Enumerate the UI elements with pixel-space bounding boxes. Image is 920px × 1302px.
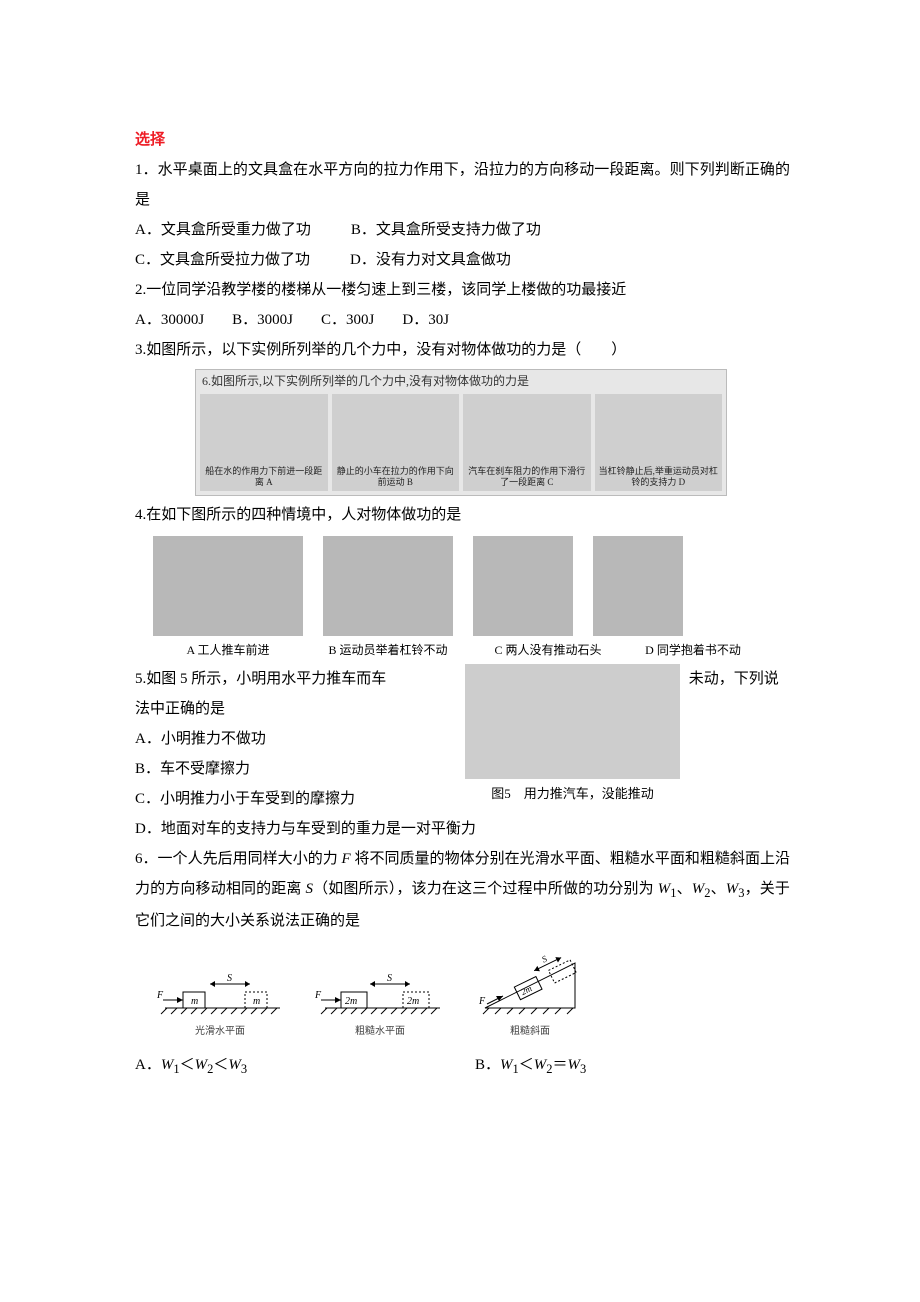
q3-figure-strip: 6.如图所示,以下实例所列举的几个力中,没有对物体做功的力是 船在水的作用力下前… [195,369,727,496]
q5-stem-line1: 5.如图 5 所示，小明用水平力推车而车 未动，下列说 [135,664,790,694]
q6-stem-a: 6．一个人先后用同样大小的力 [135,851,342,867]
q3-cell-d: 当杠铃静止后,举重运动员对杠铃的支持力 D [595,394,723,491]
q4-cap-b: B 运动员举着杠铃不动 [323,638,453,662]
q6-diag-3: 2m S F 粗糙斜面 [475,948,585,1042]
q5-stem-right: 未动，下列说 [689,664,779,694]
q6-svg-2: 2m 2m F S [315,968,445,1018]
q6-diag-cap1: 光滑水平面 [195,1026,245,1037]
q5-opt-b: B．车不受摩擦力 [135,754,790,784]
svg-text:2m: 2m [345,996,357,1007]
svg-text:S: S [227,973,232,984]
q6-diag-cap2: 粗糙水平面 [355,1026,405,1037]
q4-photos [153,536,790,636]
q4-photo-a [153,536,303,636]
q4-photo-c [473,536,573,636]
q3-strip-row: 船在水的作用力下前进一段距离 A 静止的小车在拉力的作用下向前运动 B 汽车在刹… [196,394,726,495]
q6-diag-1: m m F S 光滑水平面 [155,968,285,1042]
page: 选择 1．水平桌面上的文具盒在水平方向的拉力作用下，沿拉力的方向移动一段距离。则… [0,0,920,1302]
svg-text:F: F [156,990,164,1001]
q6-b-w2: W [534,1057,547,1073]
q1-opts-row1: A．文具盒所受重力做了功 B．文具盒所受支持力做了功 [135,215,790,245]
q6-diag-2: 2m 2m F S 粗糙水平面 [315,968,445,1042]
q4-cap-d: D 同学抱着书不动 [633,638,753,662]
q6-diag-cap3: 粗糙斜面 [510,1026,550,1037]
q4-photo-d [593,536,683,636]
q5-stem-line2: 法中正确的是 [135,694,790,724]
q5-opt-a: A．小明推力不做功 [135,724,790,754]
q6-a-lt2: ＜ [213,1057,228,1073]
q6-b-w1: W [500,1057,513,1073]
q4-cap-c: C 两人没有推动石头 [483,638,613,662]
q6-a-w1: W [161,1057,174,1073]
q6-opts-ab: A．W1＜W2＜W3 B．W1＜W2＝W3 [135,1050,790,1082]
q1-opt-d: D．没有力对文具盒做功 [350,245,511,275]
q6-b-eq: ＝ [553,1057,568,1073]
q6-a-w2: W [195,1057,208,1073]
svg-text:m: m [191,996,198,1007]
q6-S: S [305,881,313,897]
q2-opts: A．30000J B．3000J C．300J D．30J [135,305,790,335]
q2-opt-d: D．30J [402,305,449,335]
q6-a-s3: 3 [241,1062,247,1076]
q1-opts-row2: C．文具盒所受拉力做了功 D．没有力对文具盒做功 [135,245,790,275]
q6-F: F [342,851,351,867]
q6-svg-3: 2m S F [475,948,585,1018]
q1-stem: 1．水平桌面上的文具盒在水平方向的拉力作用下，沿拉力的方向移动一段距离。则下列判… [135,155,790,215]
q2-opt-c: C．300J [321,305,374,335]
q6-svg-1: m m F S [155,968,285,1018]
q6-b-lt1: ＜ [519,1057,534,1073]
q6-W3: W [726,881,739,897]
q5-car-figure: 图5 用力推汽车，没能推动 [465,664,680,807]
q2-opt-a: A．30000J [135,305,204,335]
svg-text:F: F [478,996,486,1007]
q3-cell-c: 汽车在刹车阻力的作用下滑行了一段距离 C [463,394,591,491]
q3-strip-caption: 6.如图所示,以下实例所列举的几个力中,没有对物体做功的力是 [196,370,726,394]
q6-diagrams: m m F S 光滑水平面 2m 2m [155,948,790,1042]
q6-b-s3: 3 [580,1062,586,1076]
svg-text:m: m [253,996,260,1007]
q6-stem-d: 、 [676,881,691,897]
q3-cell-a: 船在水的作用力下前进一段距离 A [200,394,328,491]
q2-stem: 2.一位同学沿教学楼的楼梯从一楼匀速上到三楼，该同学上楼做的功最接近 [135,275,790,305]
q5-opt-d: D．地面对车的支持力与车受到的重力是一对平衡力 [135,814,790,844]
q5-stem-left: 5.如图 5 所示，小明用水平力推车而车 [135,664,455,694]
svg-text:F: F [315,990,322,1001]
section-title: 选择 [135,125,790,155]
q6-stem: 6．一个人先后用同样大小的力 F 将不同质量的物体分别在光滑水平面、粗糙水平面和… [135,844,790,936]
svg-text:S: S [540,953,549,964]
q6-a-lt1: ＜ [180,1057,195,1073]
q6-optB-pre: B． [475,1057,500,1073]
q6-opt-b: B．W1＜W2＝W3 [475,1050,586,1082]
q5-opt-c: C．小明推力小于车受到的摩擦力 [135,784,790,814]
q3-cell-b: 静止的小车在拉力的作用下向前运动 B [332,394,460,491]
q6-b-w3: W [568,1057,581,1073]
q6-a-w3: W [228,1057,241,1073]
q5-car-caption: 图5 用力推汽车，没能推动 [465,781,680,807]
svg-text:2m: 2m [407,996,419,1007]
q6-opt-a: A．W1＜W2＜W3 [135,1050,475,1082]
q6-stem-c: （如图所示），该力在这三个过程中所做的功分别为 [313,881,658,897]
q4-cap-a: A 工人推车前进 [153,638,303,662]
q6-stem-e: 、 [710,881,725,897]
q6-W1: W [658,881,671,897]
svg-text:S: S [387,973,392,984]
q1-opt-b: B．文具盒所受支持力做了功 [351,215,541,245]
q6-W2: W [692,881,705,897]
q4-photo-b [323,536,453,636]
q3-stem: 3.如图所示，以下实例所列举的几个力中，没有对物体做功的力是（ ） [135,335,790,365]
q2-opt-b: B．3000J [232,305,293,335]
q1-opt-c: C．文具盒所受拉力做了功 [135,245,310,275]
q6-optA-pre: A． [135,1057,161,1073]
q4-captions: A 工人推车前进 B 运动员举着杠铃不动 C 两人没有推动石头 D 同学抱着书不… [153,638,790,662]
q5-car-image [465,664,680,779]
q4-stem: 4.在如下图所示的四种情境中，人对物体做功的是 [135,500,790,530]
q5-block: 图5 用力推汽车，没能推动 5.如图 5 所示，小明用水平力推车而车 未动，下列… [135,664,790,844]
q1-opt-a: A．文具盒所受重力做了功 [135,215,311,245]
